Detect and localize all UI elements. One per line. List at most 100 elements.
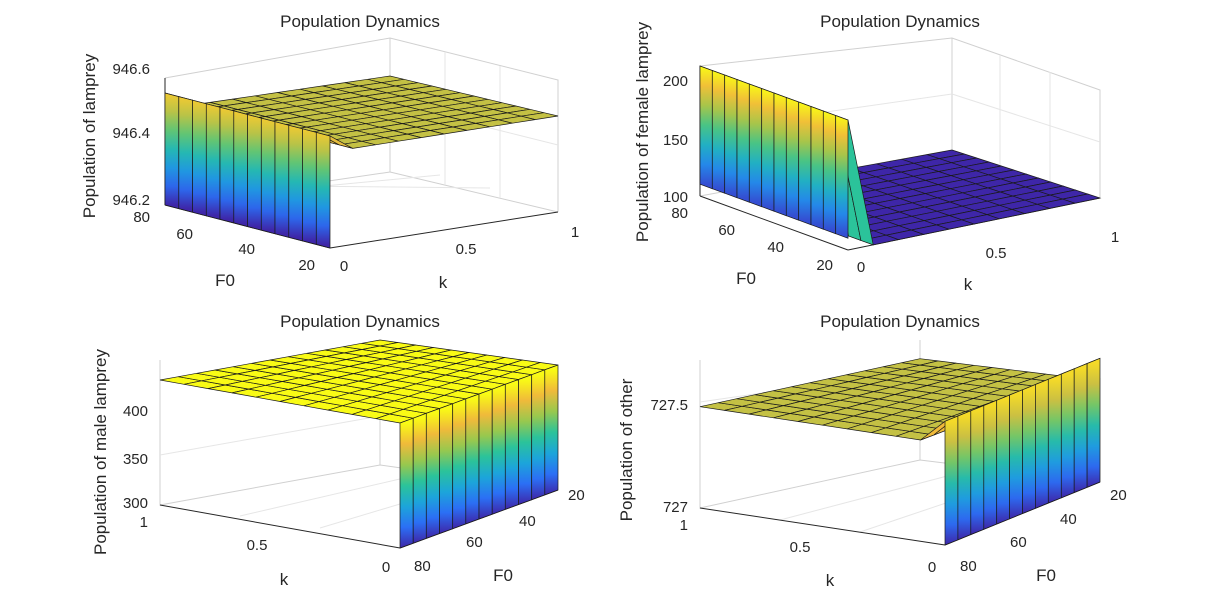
surface-wall-patch [773, 92, 787, 217]
surface-wall-patch [178, 96, 193, 213]
x-tick-label: 20 [298, 257, 315, 274]
subplot-other: Population Dynamics 727.5 727 1 0.5 0 20… [617, 312, 1127, 590]
subplot-male-lamprey: Population Dynamics 400 350 300 1 0.5 0 … [91, 312, 585, 589]
surface-wall-patch [288, 124, 303, 242]
surface-wall-patch [996, 394, 1010, 525]
surface-wall-patch [315, 131, 331, 249]
surface-wall-patch [957, 410, 972, 541]
y-tick-label: 0.5 [456, 241, 477, 258]
z-tick-label: 350 [123, 451, 148, 468]
surface-wall-patch [798, 101, 812, 226]
surface-wall-patch [1035, 378, 1049, 509]
surface-wall-patch [1022, 383, 1036, 515]
x-axis-label: F0 [1036, 566, 1056, 585]
z-axis-label: Population of other [617, 378, 636, 521]
surface-wall-patch [302, 128, 317, 245]
surface-wall-patch [1009, 389, 1023, 520]
surface-wall-patch [260, 117, 276, 235]
surface-wall-patch [233, 110, 248, 227]
x-axis-label: F0 [215, 271, 235, 290]
surface-wall-patch [219, 106, 235, 224]
y-tick-label: 0 [340, 258, 348, 275]
surface-wall-patch [465, 393, 480, 525]
surface-wall-patch [192, 99, 207, 217]
surface-wall-patch [452, 398, 467, 530]
y-tick-label: 1 [1111, 229, 1119, 246]
surface [699, 357, 1101, 546]
x-tick-label: 20 [568, 487, 585, 504]
z-tick-label: 946.4 [112, 125, 150, 142]
surface-wall-patch [504, 379, 519, 510]
surface-wall-patch [544, 364, 559, 496]
y-tick-label: 1 [140, 514, 148, 531]
surface-wall-patch [970, 404, 985, 536]
surface-wall-patch [835, 114, 849, 239]
x-tick-label: 80 [133, 209, 150, 226]
surface-wall-patch [785, 97, 800, 221]
surface-wall-patch [164, 92, 180, 210]
x-tick-label: 80 [671, 205, 688, 222]
x-tick-label: 60 [1010, 534, 1027, 551]
surface-wall-patch [399, 417, 414, 549]
surface-wall-patch [724, 74, 738, 199]
chart-title: Population Dynamics [280, 12, 440, 31]
y-tick-label: 0 [857, 259, 865, 276]
z-tick-label: 200 [663, 73, 688, 90]
surface-wall-patch [247, 114, 262, 231]
surface-wall-patch [711, 70, 726, 194]
z-tick-label: 727 [663, 499, 688, 516]
z-tick-label: 946.6 [112, 61, 150, 78]
subplot-lamprey: Population Dynamics 946.6 946.4 946.2 80… [80, 12, 579, 292]
surface-wall-patch [1073, 362, 1088, 494]
x-tick-label: 20 [816, 257, 833, 274]
surface-wall-patch [822, 110, 837, 235]
surface-wall-patch [748, 83, 763, 208]
surface-wall-patch [478, 388, 493, 520]
y-tick-label: 0.5 [790, 539, 811, 556]
surface-wall-patch [761, 87, 775, 212]
surface-wall-patch [1060, 368, 1075, 499]
surface-wall-patch [518, 374, 533, 505]
y-axis-label: k [280, 570, 289, 589]
chart-title: Population Dynamics [820, 12, 980, 31]
y-axis-label: k [439, 273, 448, 292]
surface-wall-patch [205, 103, 221, 220]
surface-wall-patch [439, 403, 454, 534]
z-tick-label: 300 [123, 495, 148, 512]
z-axis-label: Population of male lamprey [91, 349, 110, 556]
x-axis-label: F0 [493, 566, 513, 585]
y-axis-label: k [826, 571, 835, 590]
x-tick-label: 80 [960, 558, 977, 575]
chart-title: Population Dynamics [820, 312, 980, 331]
surface [699, 65, 1102, 246]
x-tick-label: 60 [176, 226, 193, 243]
y-axis-label: k [964, 275, 973, 294]
z-tick-label: 400 [123, 403, 148, 420]
x-tick-label: 60 [718, 222, 735, 239]
x-tick-label: 40 [519, 513, 536, 530]
z-axis-label: Population of lamprey [80, 53, 99, 218]
y-tick-label: 1 [571, 224, 579, 241]
y-tick-label: 0 [928, 559, 936, 576]
x-tick-label: 60 [466, 534, 483, 551]
surface-wall-patch [412, 412, 427, 544]
x-axis-label: F0 [736, 269, 756, 288]
surface-wall-patch [1047, 373, 1062, 504]
surface [164, 75, 559, 249]
y-tick-label: 0.5 [247, 537, 268, 554]
surface-wall-patch [274, 121, 290, 238]
y-tick-label: 0.5 [986, 245, 1007, 262]
x-tick-label: 40 [238, 241, 255, 258]
z-tick-label: 150 [663, 132, 688, 149]
surface-wall-patch [699, 65, 713, 190]
subplot-female-lamprey: Population Dynamics 200 150 100 80 60 40… [633, 12, 1119, 294]
surface-wall-patch [531, 369, 546, 501]
surface-wall-patch [736, 78, 750, 203]
surface-wall-patch [983, 399, 998, 530]
z-axis-label: Population of female lamprey [633, 21, 652, 242]
x-tick-label: 80 [414, 558, 431, 575]
surface-wall-patch [944, 415, 959, 546]
x-tick-label: 40 [767, 239, 784, 256]
y-tick-label: 1 [680, 517, 688, 534]
